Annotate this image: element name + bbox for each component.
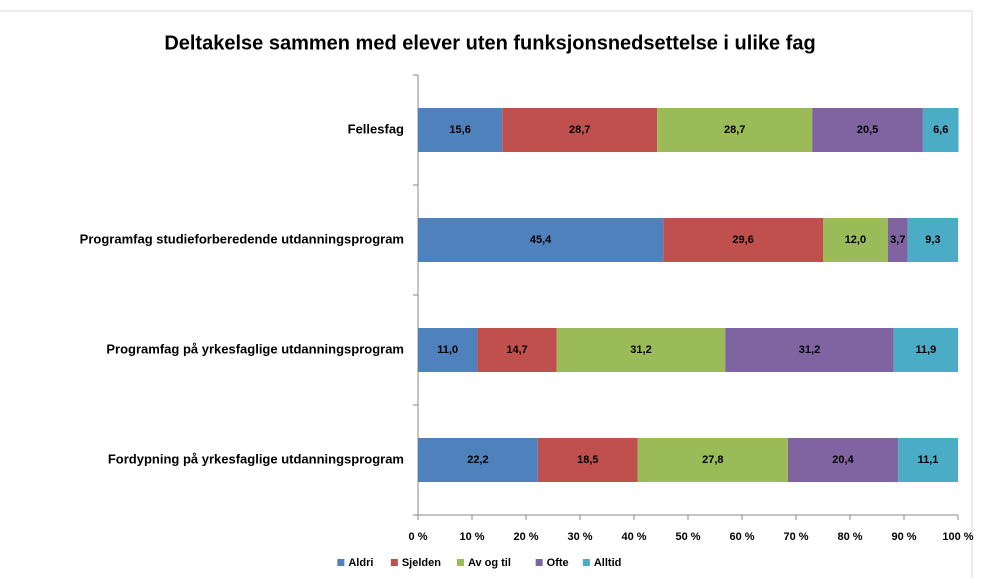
legend-swatch — [582, 559, 590, 566]
value-label: 28,7 — [724, 124, 745, 136]
bar-segment — [812, 108, 923, 152]
value-label: 20,5 — [857, 124, 878, 136]
chart-title: Deltakelse sammen med elever uten funksj… — [164, 32, 815, 54]
chart-frame — [0, 10, 973, 578]
x-tick-label: 80 % — [837, 531, 862, 543]
x-tick-label: 90 % — [891, 531, 916, 543]
legend-label: Sjelden — [402, 557, 441, 569]
x-tick-label: 20 % — [513, 531, 538, 543]
bar-segment — [907, 218, 958, 262]
value-label: 6,6 — [933, 124, 948, 136]
value-label: 29,6 — [732, 234, 753, 246]
value-label: 18,5 — [577, 454, 598, 466]
x-tick-label: 10 % — [459, 531, 484, 543]
value-label: 22,2 — [467, 454, 488, 466]
bar-segment — [887, 218, 908, 262]
x-tick-label: 60 % — [729, 531, 754, 543]
value-label: 3,7 — [890, 234, 905, 246]
x-tick-label: 50 % — [675, 531, 700, 543]
legend-swatch — [535, 559, 543, 566]
legend-swatch — [390, 559, 398, 566]
bar-segment — [477, 328, 557, 372]
legend-label: Av og til — [468, 557, 511, 569]
bar-segment — [725, 328, 894, 372]
category-label: Programfag på yrkesfaglige utdanningspro… — [106, 341, 404, 356]
category-label: Fellesfag — [348, 121, 404, 136]
category-label: Programfag studieforberedende utdannings… — [80, 231, 404, 246]
x-tick-label: 40 % — [621, 531, 646, 543]
value-label: 14,7 — [506, 344, 527, 356]
x-tick-label: 70 % — [783, 531, 808, 543]
bar-segment — [418, 328, 478, 372]
bar-segment — [898, 438, 958, 482]
bar-segment — [556, 328, 726, 372]
bar-segment — [637, 438, 788, 482]
value-label: 28,7 — [569, 124, 590, 136]
value-label: 11,0 — [437, 344, 458, 356]
category-label: Fordypning på yrkesfaglige utdanningspro… — [108, 451, 404, 466]
bar-segment — [502, 108, 658, 152]
value-label: 11,1 — [918, 454, 939, 466]
value-label: 15,6 — [449, 124, 470, 136]
bar-segment — [418, 218, 664, 262]
value-label: 20,4 — [832, 454, 854, 466]
bar-segment — [418, 438, 538, 482]
value-label: 45,4 — [530, 234, 552, 246]
bar-segment — [922, 108, 959, 152]
bar-segment — [893, 328, 958, 372]
value-label: 27,8 — [702, 454, 723, 466]
bar-segment — [418, 108, 503, 152]
bar-segment — [787, 438, 899, 482]
legend-label: Alltid — [594, 557, 622, 569]
bar-segment — [663, 218, 823, 262]
value-label: 11,9 — [915, 344, 936, 356]
value-label: 12,0 — [845, 234, 866, 246]
legend-label: Ofte — [547, 557, 569, 569]
legend-swatch — [337, 559, 345, 566]
legend-swatch — [456, 559, 464, 566]
value-label: 9,3 — [925, 234, 940, 246]
x-tick-label: 30 % — [567, 531, 592, 543]
bar-segment — [823, 218, 888, 262]
x-tick-label: 0 % — [409, 531, 428, 543]
bar-segment — [657, 108, 813, 152]
value-label: 31,2 — [630, 344, 651, 356]
value-label: 31,2 — [799, 344, 820, 356]
legend-label: Aldri — [348, 557, 373, 569]
bar-segment — [537, 438, 638, 482]
x-tick-label: 100 % — [942, 531, 973, 543]
